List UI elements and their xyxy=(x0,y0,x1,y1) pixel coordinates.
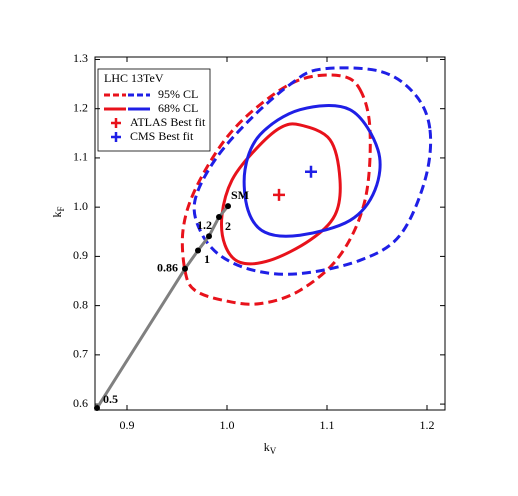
y-tick-label: 1.1 xyxy=(73,150,88,164)
x-tick-label: 1.2 xyxy=(420,418,435,432)
legend-title: LHC 13TeV xyxy=(104,71,164,85)
point-label: 1 xyxy=(204,252,210,266)
y-tick-label: 1.0 xyxy=(73,199,88,213)
model-point xyxy=(182,265,188,272)
best-fit xyxy=(305,165,317,178)
y-axis-label: kF xyxy=(50,206,66,217)
model-point xyxy=(225,203,231,210)
x-tick-label: 1.0 xyxy=(220,418,235,432)
legend-label: CMS Best fit xyxy=(130,129,194,143)
legend-marker xyxy=(111,132,121,142)
plot-frame xyxy=(94,56,446,411)
point-label: 0.86 xyxy=(157,260,178,274)
y-tick-label: 1.2 xyxy=(73,100,88,114)
model-point xyxy=(206,233,212,240)
y-tick-label: 1.3 xyxy=(73,51,88,65)
point-label: 1.2 xyxy=(197,218,212,232)
point-label: 2 xyxy=(225,219,231,233)
contour-line xyxy=(242,104,382,238)
y-tick-label: 0.9 xyxy=(73,248,88,262)
best-fit xyxy=(273,188,285,201)
y-tick-label: 0.6 xyxy=(73,396,88,410)
contour-line xyxy=(192,66,433,276)
legend-label: 95% CL xyxy=(158,87,198,101)
model-point xyxy=(94,405,100,412)
legend-marker xyxy=(111,118,121,128)
model-point xyxy=(216,214,222,221)
x-tick-label: 1.1 xyxy=(320,418,335,432)
contour-line xyxy=(220,122,342,266)
contour-line xyxy=(180,73,372,306)
x-tick-label: 0.9 xyxy=(120,418,135,432)
point-label: SM xyxy=(231,188,249,202)
point-label: 0.5 xyxy=(103,392,118,406)
legend-label: ATLAS Best fit xyxy=(130,115,206,129)
model-point xyxy=(195,247,201,254)
y-tick-label: 0.8 xyxy=(73,297,88,311)
x-axis-label: kV xyxy=(264,440,277,456)
y-tick-label: 0.7 xyxy=(73,347,88,361)
legend-label: 68% CL xyxy=(158,101,198,115)
